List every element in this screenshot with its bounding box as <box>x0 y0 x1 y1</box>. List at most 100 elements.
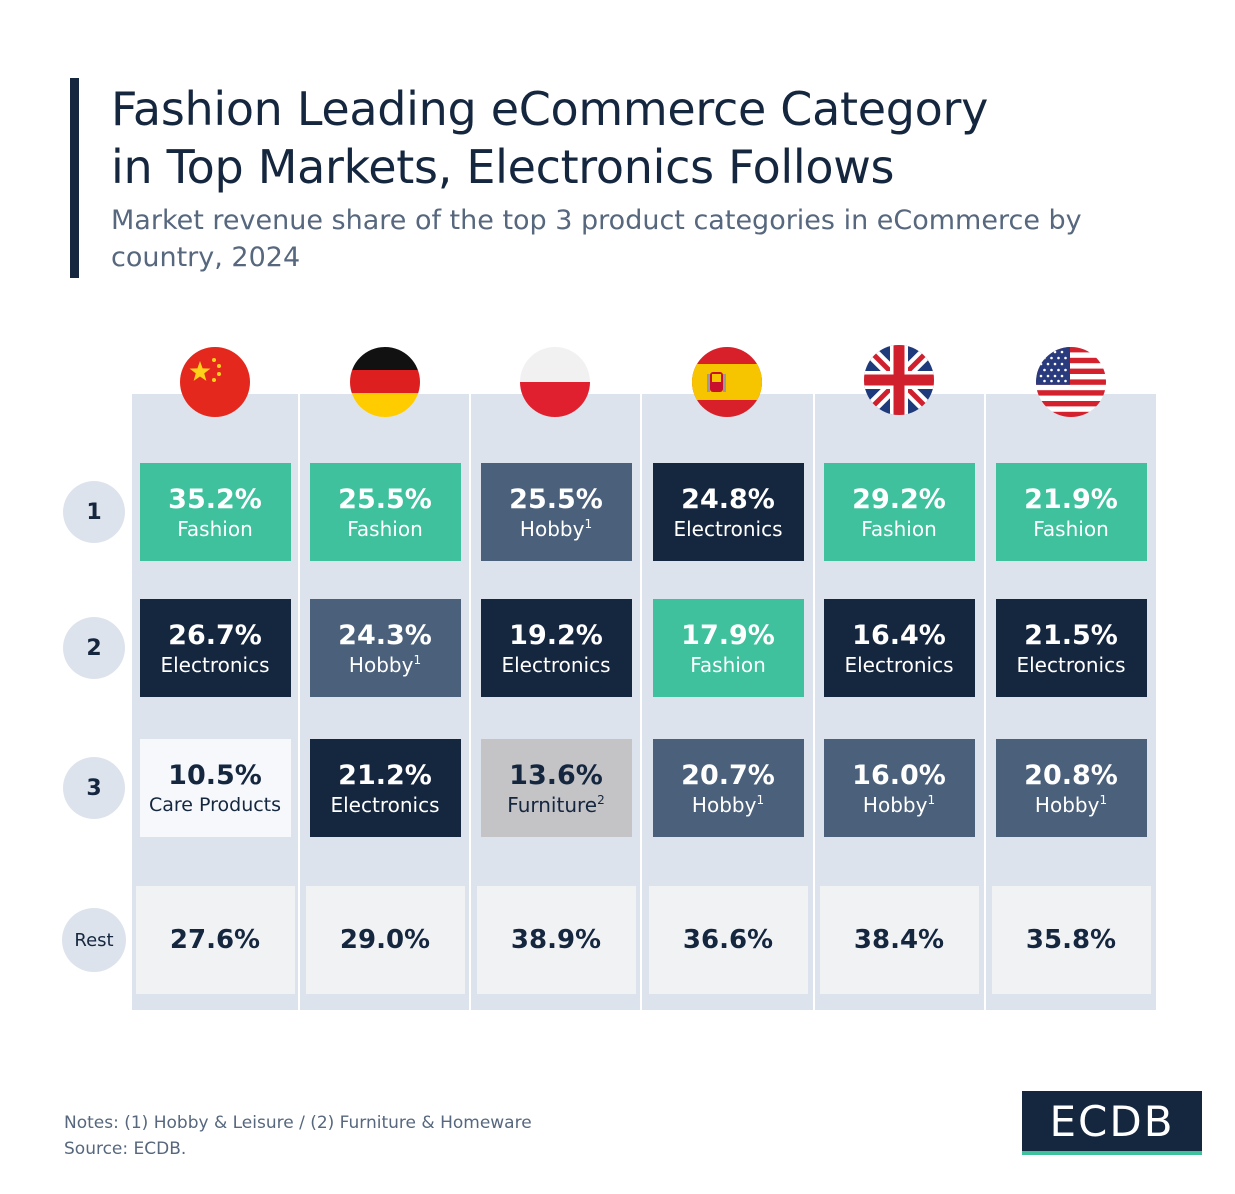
cell-china-rank-1: 35.2% Fashion <box>139 463 291 561</box>
cell-poland-rank-1: 25.5% Hobby1 <box>480 463 632 561</box>
cell-category: Electronics <box>160 652 269 678</box>
cell-usa-rank-1: 21.9% Fashion <box>995 463 1147 561</box>
category-label: Electronics <box>501 652 611 677</box>
cell-spain-rank-1: 24.8% Electronics <box>652 463 804 561</box>
cell-value: 20.7% <box>681 759 775 791</box>
cell-category: Hobby1 <box>692 792 764 818</box>
category-label: Furniture <box>507 792 598 817</box>
category-label: Hobby <box>348 652 414 677</box>
china-flag-icon <box>180 347 250 417</box>
cell-value: 25.5% <box>509 483 603 515</box>
cell-category: Electronics <box>1016 652 1125 678</box>
category-label: Care Products <box>148 793 282 816</box>
category-label: Electronics <box>330 792 440 817</box>
cell-value: 16.0% <box>852 759 946 791</box>
cell-value: 16.4% <box>852 619 946 651</box>
category-label: Electronics <box>673 516 783 541</box>
cell-poland-rank-2: 19.2% Electronics <box>480 599 632 697</box>
cell-spain-rest: 36.6% <box>648 886 808 994</box>
column-separator <box>469 394 471 1010</box>
category-label: Fashion <box>347 516 423 541</box>
cell-category: Fashion <box>690 652 766 678</box>
column-separator <box>984 394 986 1010</box>
chart-title: Fashion Leading eCommerce Category in To… <box>111 80 1191 196</box>
cell-category: Electronics <box>844 652 953 678</box>
cell-poland-rest: 38.9% <box>476 886 636 994</box>
cell-value: 26.7% <box>168 619 262 651</box>
cell-value: 20.8% <box>1024 759 1118 791</box>
title-line-2: in Top Markets, Electronics Follows <box>111 140 895 194</box>
cell-china-rank-2: 26.7% Electronics <box>139 599 291 697</box>
cell-category: Electronics <box>673 516 782 542</box>
cell-value: 29.2% <box>852 483 946 515</box>
cell-value: 25.5% <box>338 483 432 515</box>
cell-uk-rest: 38.4% <box>819 886 979 994</box>
cell-category: Care Products <box>149 792 281 818</box>
cell-usa-rank-3: 20.8% Hobby1 <box>995 739 1147 837</box>
category-label: Hobby <box>862 792 928 817</box>
category-label: Fashion <box>1033 516 1109 541</box>
cell-value: 21.9% <box>1024 483 1118 515</box>
footnote-marker: 1 <box>927 792 936 807</box>
category-label: Electronics <box>160 652 270 677</box>
category-label: Electronics <box>844 652 954 677</box>
cell-category: Fashion <box>1033 516 1109 542</box>
column-separator <box>298 394 300 1010</box>
category-label: Hobby <box>691 792 757 817</box>
cell-spain-rank-2: 17.9% Fashion <box>652 599 804 697</box>
column-separator <box>640 394 642 1010</box>
usa-flag-icon <box>1036 347 1106 417</box>
footnote-marker: 1 <box>584 516 593 531</box>
cell-category: Hobby1 <box>349 652 421 678</box>
source-text: Source: ECDB. <box>64 1139 187 1159</box>
rank-label-2: 2 <box>63 617 125 679</box>
ecdb-logo: ECDB <box>1022 1091 1202 1155</box>
category-label: Fashion <box>861 516 937 541</box>
footnote-marker: 2 <box>597 792 605 807</box>
category-label: Fashion <box>690 652 766 677</box>
cell-value: 10.5% <box>168 759 262 791</box>
cell-value: 21.5% <box>1024 619 1118 651</box>
cell-uk-rank-1: 29.2% Fashion <box>823 463 975 561</box>
cell-spain-rank-3: 20.7% Hobby1 <box>652 739 804 837</box>
cell-value: 21.2% <box>338 759 432 791</box>
cell-value: 13.6% <box>509 759 603 791</box>
cell-category: Electronics <box>330 792 439 818</box>
cell-usa-rest: 35.8% <box>991 886 1151 994</box>
footnote-marker: 1 <box>756 792 765 807</box>
cell-value: 24.3% <box>338 619 432 651</box>
footnote-marker: 1 <box>413 652 422 667</box>
poland-flag-icon <box>520 347 590 417</box>
notes-text: Notes: (1) Hobby & Leisure / (2) Furnitu… <box>64 1113 532 1133</box>
title-line-1: Fashion Leading eCommerce Category <box>111 82 989 136</box>
uk-flag-icon <box>864 345 934 415</box>
cell-germany-rest: 29.0% <box>305 886 465 994</box>
cell-category: Furniture2 <box>507 792 604 818</box>
cell-value: 24.8% <box>681 483 775 515</box>
cell-category: Fashion <box>177 516 253 542</box>
rank-label-rest: Rest <box>62 908 126 972</box>
cell-category: Hobby1 <box>863 792 935 818</box>
category-label: Electronics <box>1016 652 1126 677</box>
spain-flag-icon <box>692 347 762 417</box>
cell-category: Electronics <box>501 652 610 678</box>
cell-value: 17.9% <box>681 619 775 651</box>
chart-notes: Notes: (1) Hobby & Leisure / (2) Furnitu… <box>64 1110 532 1162</box>
cell-category: Hobby1 <box>1035 792 1107 818</box>
column-separator <box>813 394 815 1010</box>
cell-category: Fashion <box>861 516 937 542</box>
footnote-marker: 1 <box>1099 792 1108 807</box>
cell-usa-rank-2: 21.5% Electronics <box>995 599 1147 697</box>
germany-flag-icon <box>350 347 420 417</box>
category-label: Hobby <box>1034 792 1100 817</box>
cell-category: Hobby1 <box>520 516 592 542</box>
category-label: Hobby <box>519 516 585 541</box>
cell-uk-rank-2: 16.4% Electronics <box>823 599 975 697</box>
title-accent-bar <box>70 78 79 278</box>
chart-subtitle: Market revenue share of the top 3 produc… <box>111 205 1082 273</box>
cell-germany-rank-1: 25.5% Fashion <box>309 463 461 561</box>
cell-germany-rank-3: 21.2% Electronics <box>309 739 461 837</box>
cell-china-rest: 27.6% <box>135 886 295 994</box>
cell-germany-rank-2: 24.3% Hobby1 <box>309 599 461 697</box>
cell-value: 19.2% <box>509 619 603 651</box>
